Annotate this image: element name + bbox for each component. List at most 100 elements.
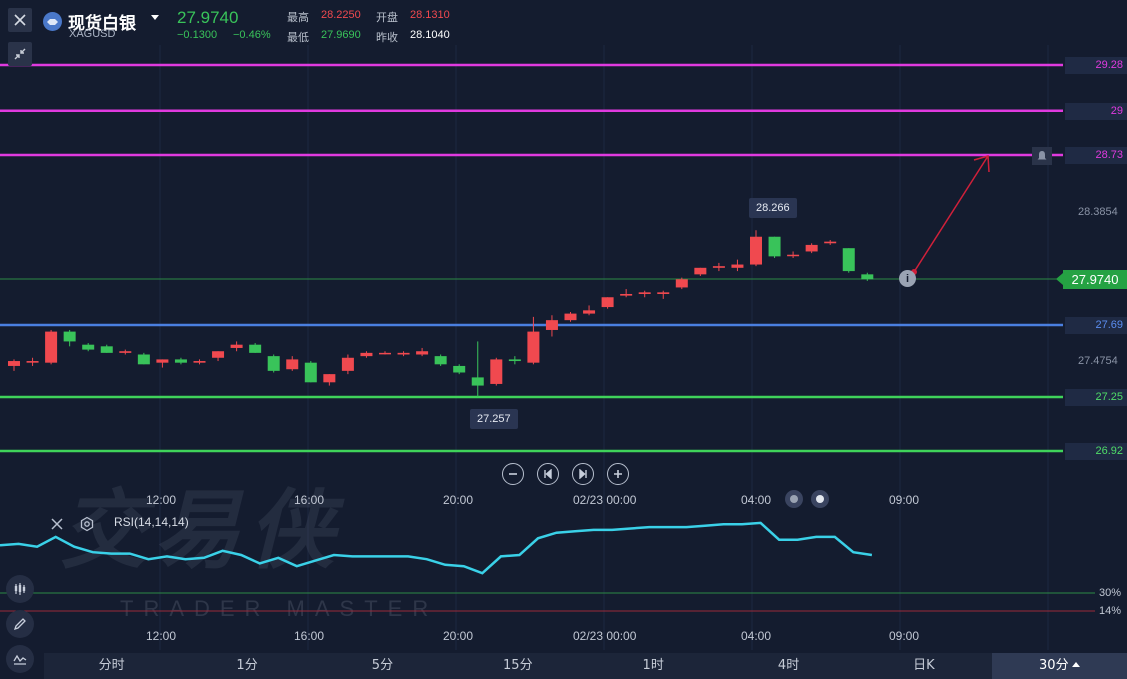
candle-body[interactable] <box>230 344 243 348</box>
candle-body[interactable] <box>638 292 651 294</box>
candle-body[interactable] <box>82 344 95 350</box>
candle-body[interactable] <box>434 356 447 365</box>
collapse-icon <box>14 48 26 60</box>
candle-body[interactable] <box>545 320 558 330</box>
candles-tool-icon <box>14 583 26 595</box>
candle-body[interactable] <box>45 331 58 363</box>
instrument-dropdown-icon[interactable] <box>151 15 159 20</box>
candle-body[interactable] <box>193 361 206 363</box>
tab-1h[interactable]: 1时 <box>642 658 664 673</box>
candle-body[interactable] <box>174 359 187 363</box>
candle-body[interactable] <box>601 297 614 308</box>
candle-body[interactable] <box>304 362 317 383</box>
candle-body[interactable] <box>267 356 280 371</box>
rsi-time-label-1200: 12:00 <box>146 629 177 643</box>
tab-1min[interactable]: 1分 <box>236 658 258 673</box>
level-label-29-28[interactable]: 29.28 <box>1065 57 1127 74</box>
rsi-close-icon[interactable] <box>50 517 64 531</box>
instrument-symbol: XAGUSD <box>69 28 116 40</box>
indicator-tool-button[interactable] <box>6 645 34 673</box>
candle-body[interactable] <box>694 267 707 275</box>
candle-body[interactable] <box>564 313 577 321</box>
candle-body[interactable] <box>360 352 373 357</box>
step-back-button[interactable] <box>537 463 559 485</box>
candle-body[interactable] <box>156 359 169 363</box>
candle-body[interactable] <box>416 351 429 355</box>
tab-30min[interactable]: 30分 <box>991 653 1127 679</box>
watermark-cn: 交易侠 <box>60 481 342 581</box>
silver-logo-icon <box>43 12 62 31</box>
candle-body[interactable] <box>286 359 299 370</box>
candle-body[interactable] <box>137 354 150 365</box>
candle-body[interactable] <box>100 346 113 353</box>
level-label-29[interactable]: 29 <box>1065 103 1127 120</box>
candle-body[interactable] <box>527 331 540 363</box>
level-label-28-73[interactable]: 28.73 <box>1065 147 1127 164</box>
candle-body[interactable] <box>712 266 725 268</box>
tab-4h[interactable]: 4时 <box>777 658 800 673</box>
watermark-en: TRADER MASTER <box>120 596 439 621</box>
settings-icon[interactable] <box>79 516 95 532</box>
drawing-tool-button[interactable] <box>6 610 34 638</box>
candle-body[interactable] <box>675 279 688 288</box>
toggle-dot-1[interactable] <box>785 490 803 508</box>
axis-tick-upper: 28.3854 <box>1078 206 1118 218</box>
candle-body[interactable] <box>861 274 874 280</box>
prev-close-label: 昨收 <box>376 31 398 44</box>
level-label-27-69[interactable]: 27.69 <box>1065 317 1127 334</box>
candle-body[interactable] <box>508 359 521 362</box>
candle-body[interactable] <box>657 292 670 294</box>
candle-body[interactable] <box>453 365 466 373</box>
candle-body[interactable] <box>379 352 391 355</box>
high-label: 最高 <box>287 11 309 24</box>
candle-body[interactable] <box>26 361 39 363</box>
level-label-26-92[interactable]: 26.92 <box>1065 443 1127 460</box>
timeframe-tabs: 分时 1分 5分 15分 1时 4时 日K 30分 <box>44 653 1127 679</box>
tab-fenshi[interactable]: 分时 <box>98 658 125 673</box>
candle-body[interactable] <box>8 361 20 366</box>
candle-body[interactable] <box>620 293 633 296</box>
candle-body[interactable] <box>768 236 781 257</box>
candle-body[interactable] <box>397 352 410 355</box>
zoom-out-button[interactable] <box>502 463 524 485</box>
candle-body[interactable] <box>323 374 336 383</box>
low-label: 最低 <box>287 31 309 44</box>
candle-body[interactable] <box>842 248 855 272</box>
close-icon <box>14 14 26 26</box>
trend-arrow-head <box>973 155 990 173</box>
candle-body[interactable] <box>249 344 262 353</box>
tab-15min[interactable]: 15分 <box>503 658 533 673</box>
last-price: 27.9740 <box>177 8 239 27</box>
prev-close-value: 28.1040 <box>410 29 450 41</box>
tab-5min[interactable]: 5分 <box>371 658 394 673</box>
zoom-in-button[interactable] <box>607 463 629 485</box>
candle-body[interactable] <box>490 359 503 384</box>
tab-daily[interactable]: 日K <box>913 658 935 673</box>
zoom-out-icon <box>509 473 517 475</box>
step-forward-button[interactable] <box>572 463 594 485</box>
indicators-tool-button[interactable] <box>6 575 34 603</box>
candle-body[interactable] <box>341 357 354 371</box>
candle-body[interactable] <box>583 310 596 314</box>
candle-body[interactable] <box>805 244 818 252</box>
info-icon[interactable]: i <box>899 270 916 287</box>
candle-body[interactable] <box>731 264 744 268</box>
level-label-27-25[interactable]: 27.25 <box>1065 389 1127 406</box>
candle-body[interactable] <box>824 241 837 244</box>
instrument-title[interactable]: 现货白银 <box>68 14 136 34</box>
open-label: 开盘 <box>376 11 398 24</box>
time-label-1200: 12:00 <box>146 493 177 507</box>
close-button[interactable] <box>8 8 32 32</box>
candle-body[interactable] <box>471 377 484 386</box>
alert-button[interactable] <box>1032 147 1052 165</box>
candle-body[interactable] <box>119 351 132 353</box>
candle-body[interactable] <box>212 351 225 358</box>
candle-body[interactable] <box>63 331 76 342</box>
collapse-button[interactable] <box>8 42 32 66</box>
tab-30min-label: 30分 <box>1039 658 1069 673</box>
toggle-dot-2[interactable] <box>811 490 829 508</box>
candle-body[interactable] <box>787 254 800 257</box>
candle-body[interactable] <box>750 236 762 265</box>
trend-arrow-line[interactable] <box>913 155 989 273</box>
